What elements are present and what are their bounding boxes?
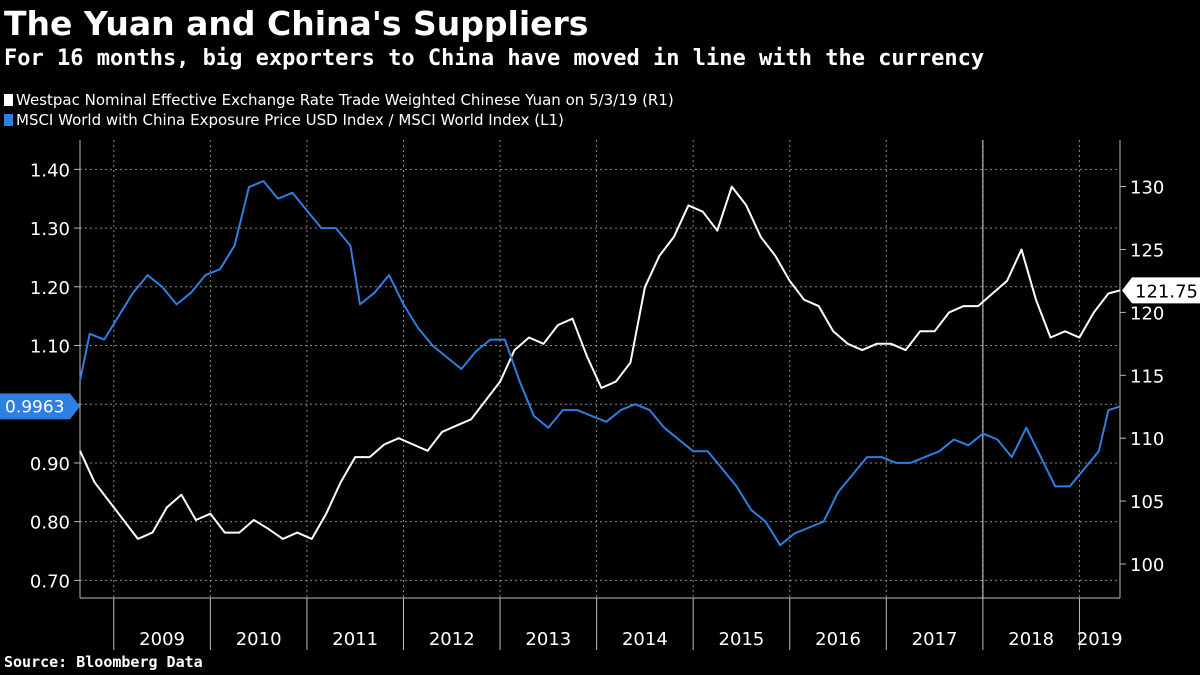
grid-lines [80, 168, 1120, 581]
chart-title: The Yuan and China's Suppliers [4, 4, 589, 43]
right-tick-label-2: 110 [1130, 429, 1164, 450]
left-tick-label-7: 1.40 [30, 160, 70, 181]
legend-swatch-blue [4, 114, 13, 126]
source-note: Source: Bloomberg Data [4, 653, 203, 671]
right-tick-label-3: 115 [1130, 366, 1164, 387]
x-tick-label-2017: 2017 [912, 629, 958, 650]
chart-subtitle: For 16 months, big exporters to China ha… [4, 46, 985, 71]
right-axis-ticks: 100 105 110 115 120 125 130 [1120, 178, 1164, 576]
last-value-badges: 0.9963 121.75 [0, 277, 1200, 420]
x-tick-label-2010: 2010 [236, 629, 282, 650]
left-tick-label-6: 1.30 [30, 219, 70, 240]
right-tick-label-1: 105 [1130, 492, 1164, 513]
x-tick-label-2016: 2016 [815, 629, 861, 650]
legend-entry-yuan: Westpac Nominal Effective Exchange Rate … [4, 91, 674, 109]
x-tick-label-2019: 2019 [1077, 629, 1123, 650]
right-tick-label-4: 120 [1130, 303, 1164, 324]
left-tick-label-4: 1.10 [30, 337, 70, 358]
legend-entry-msci: MSCI World with China Exposure Price USD… [4, 111, 564, 129]
left-tick-label-0: 0.70 [30, 571, 70, 592]
left-tick-label-2: 0.90 [30, 454, 70, 475]
x-axis-ticks: 2009 2010 2011 2012 2013 2014 2015 2016 2017 2018… [113, 598, 1123, 650]
x-tick-label-2018: 2018 [1008, 629, 1054, 650]
right-last-value-badge [1122, 277, 1200, 304]
year-grid-lines [113, 140, 1080, 598]
legend-label-msci: MSCI World with China Exposure Price USD… [16, 111, 564, 129]
x-tick-label-2014: 2014 [622, 629, 668, 650]
left-tick-label-5: 1.20 [30, 278, 70, 299]
left-axis-ticks: 0.70 0.80 0.90 1.10 1.20 1.30 1.40 [30, 160, 80, 592]
x-tick-label-2009: 2009 [139, 629, 185, 650]
left-last-value-label: 0.9963 [5, 397, 64, 417]
x-tick-label-2013: 2013 [525, 629, 571, 650]
x-tick-label-2015: 2015 [719, 629, 765, 650]
legend-swatch-white [4, 94, 13, 106]
x-tick-label-2011: 2011 [332, 629, 378, 650]
legend-label-yuan: Westpac Nominal Effective Exchange Rate … [16, 91, 674, 109]
series-line-0 [79, 185, 1121, 540]
right-last-value-label: 121.75 [1135, 281, 1198, 302]
series-line-1 [79, 180, 1121, 547]
right-tick-label-0: 100 [1130, 555, 1164, 576]
x-tick-label-2012: 2012 [429, 629, 475, 650]
left-last-value-badge [0, 393, 80, 420]
left-tick-label-1: 0.80 [30, 513, 70, 534]
right-tick-label-6: 130 [1130, 178, 1164, 199]
series-lines [79, 180, 1121, 547]
right-tick-label-5: 125 [1130, 240, 1164, 261]
axes [79, 140, 1121, 599]
